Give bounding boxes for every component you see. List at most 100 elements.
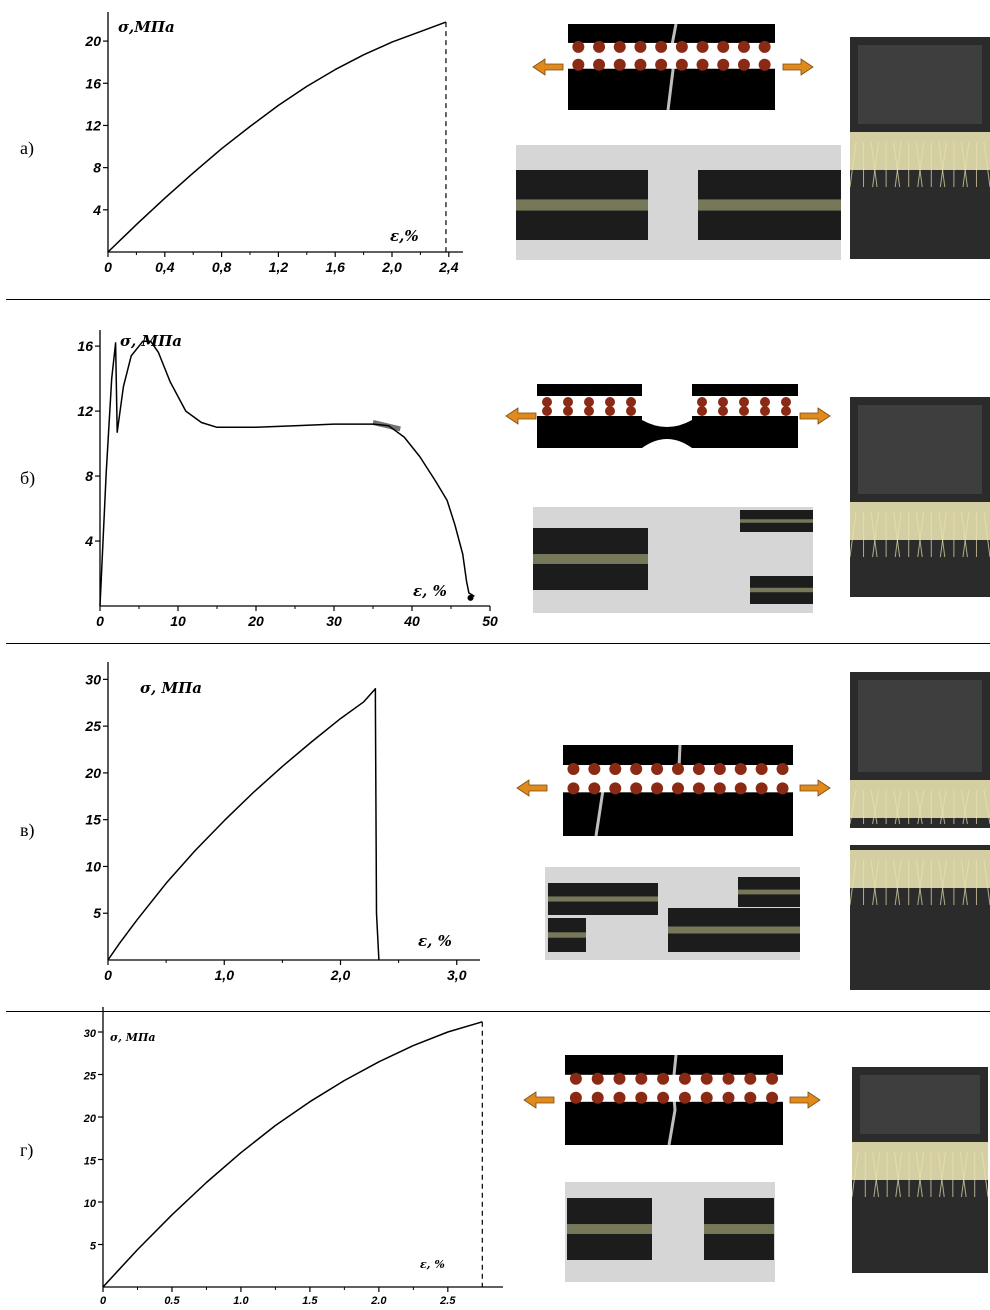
specimen-face: [858, 680, 982, 772]
fiber-dot: [593, 58, 606, 71]
fiber-strand: [939, 789, 947, 825]
y-axis-title: σ, МПа: [140, 679, 202, 697]
fiber-strand: [872, 1151, 880, 1198]
fiber-strand: [960, 789, 968, 825]
fiber-dot: [678, 1072, 691, 1085]
fiber-layer: [738, 889, 800, 895]
y-tick-label: 8: [85, 468, 93, 484]
fiber-strand: [915, 511, 923, 558]
fiber-dot: [634, 40, 647, 53]
fiber-dot: [655, 58, 668, 71]
y-tick-label: 15: [84, 1156, 97, 1168]
fiber-dot: [722, 1072, 735, 1085]
specimen-face: [860, 1075, 980, 1134]
fiber-dot: [651, 763, 664, 776]
stress-strain-curve: [99, 340, 475, 607]
stress-strain-curve: [107, 21, 447, 253]
neck-region: [642, 420, 692, 448]
fiber-dot: [584, 406, 594, 416]
fiber-strand: [893, 141, 901, 188]
fiber-strand: [872, 141, 880, 188]
fiber-dot: [584, 397, 594, 407]
y-tick-label: 10: [84, 1198, 97, 1210]
fiber-strand: [939, 859, 947, 906]
fiber-dot: [572, 58, 585, 71]
fiber-strand: [849, 511, 857, 558]
chart-3: 0 0.5 1.0 1.5 2.0 2.5 5 10 15 20 25 30 σ, МПа ε, %: [83, 1007, 503, 1307]
fiber-dot: [588, 763, 601, 776]
separator: [6, 643, 990, 644]
fiber-strand: [894, 789, 902, 825]
fiber-dot: [734, 763, 747, 776]
fracture-photo-v: [545, 867, 800, 960]
fiber-strand: [938, 511, 946, 558]
fiber-dot: [744, 1072, 757, 1085]
fiber-strand: [915, 141, 923, 188]
y-tick-label: 12: [77, 403, 93, 419]
fiber-dot: [569, 1091, 582, 1104]
fiber-dot: [672, 782, 684, 795]
y-tick-label: 5: [93, 905, 101, 921]
fiber-strand: [870, 789, 878, 825]
fiber-dot: [766, 1072, 779, 1085]
failure-point: [467, 594, 474, 601]
fiber-strand: [962, 141, 970, 188]
x-tick-label: 0: [100, 1295, 107, 1307]
fiber-dot: [760, 406, 770, 416]
fiber-dot: [593, 40, 606, 53]
x-tick-label: 1,2: [269, 259, 289, 275]
fiber-layer: [533, 554, 648, 564]
fiber-dot: [758, 58, 771, 71]
fiber-strand: [849, 859, 857, 906]
y-axis-title: σ,МПа: [118, 18, 175, 36]
fiber-strand: [960, 859, 968, 906]
fracture-photo-g: [565, 1182, 775, 1282]
fiber-dot: [696, 40, 709, 53]
x-tick-label: 0: [104, 259, 112, 275]
fiber-dot: [567, 782, 580, 795]
fiber-dot: [563, 397, 573, 407]
fiber-dot: [717, 58, 730, 71]
stress-strain-curve: [107, 687, 380, 961]
y-tick-label: 10: [85, 858, 101, 874]
schematic-v-fibers: [567, 763, 789, 795]
panel-label-a: а): [20, 138, 34, 158]
fiber-strand: [917, 1151, 925, 1198]
fiber-dot: [744, 1091, 757, 1104]
fiber-dot: [781, 406, 791, 416]
fiber-strand: [893, 789, 901, 825]
fiber-dot: [700, 1091, 713, 1104]
fiber-dot: [563, 406, 573, 416]
fiber-dot: [572, 40, 585, 53]
x-tick-label: 0: [104, 967, 112, 983]
chart-2: 0 1,0 2,0 3,0 5 10 15 20 25 30 σ, МПа ε, %: [84, 662, 480, 983]
fiber-strand: [939, 511, 947, 558]
fiber-strand: [917, 141, 925, 188]
fiber-dot: [609, 763, 622, 776]
fiber-strand: [983, 141, 990, 188]
fiber-dot: [672, 763, 684, 776]
separator: [6, 299, 990, 300]
fiber-strand: [894, 859, 902, 906]
end-photo-a: [849, 37, 990, 259]
fiber-dot: [697, 397, 707, 407]
schematic-b: [537, 384, 798, 448]
y-tick-label: 4: [92, 202, 101, 218]
fiber-layer: [698, 199, 841, 211]
fiber-strand: [981, 1151, 989, 1198]
panel-label-b: б): [20, 468, 36, 488]
fiber-dot: [635, 1091, 648, 1104]
fiber-dot: [718, 406, 728, 416]
fiber-strand: [962, 859, 970, 906]
fiber-dot: [588, 782, 601, 795]
schematic-a-fibers: [572, 40, 771, 71]
fiber-strand: [960, 141, 968, 188]
fiber-strand: [915, 1151, 923, 1198]
fiber-dot: [591, 1072, 604, 1085]
x-axis-title: ε, %: [418, 932, 452, 950]
fiber-fringe: [850, 850, 990, 888]
fiber-dot: [630, 763, 643, 776]
fiber-dot: [613, 1072, 626, 1085]
